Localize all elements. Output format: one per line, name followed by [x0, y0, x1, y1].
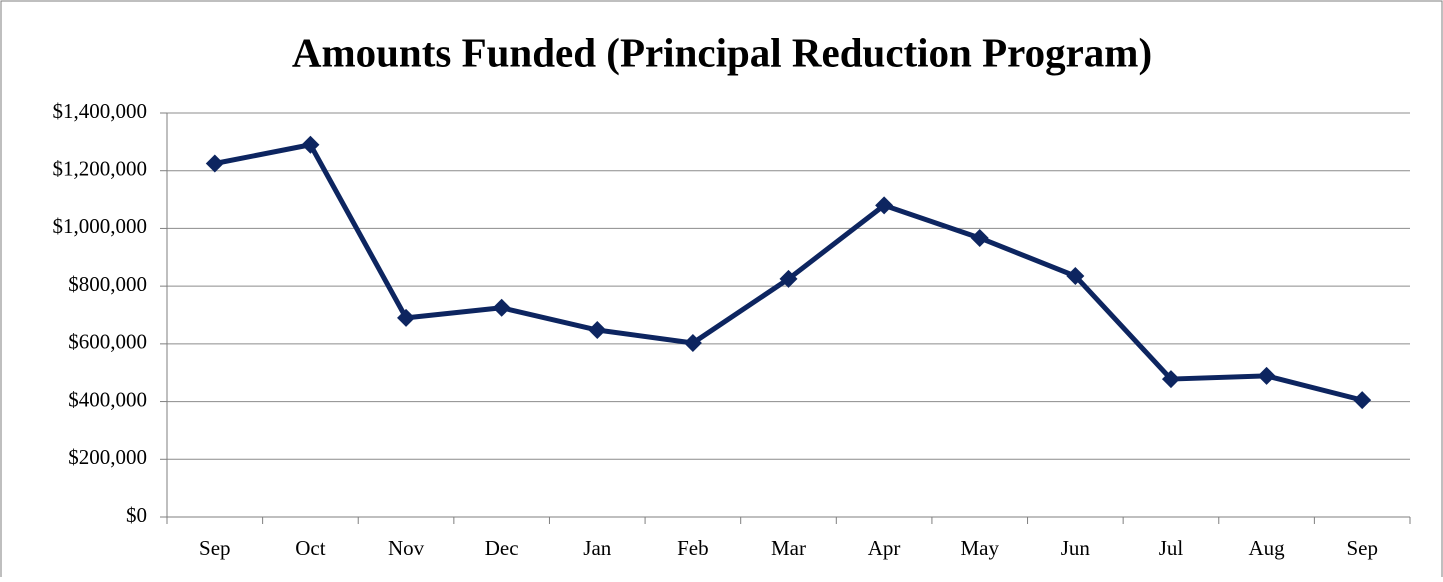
x-tick-label: Jul	[1159, 536, 1184, 560]
y-tick-label: $1,200,000	[53, 157, 148, 181]
data-point	[492, 298, 511, 317]
y-tick-label: $1,000,000	[53, 214, 148, 238]
data-point	[1066, 267, 1085, 286]
y-tick-label: $0	[126, 503, 147, 527]
data-point	[875, 196, 894, 215]
data-point	[683, 333, 702, 352]
x-tick-label: Apr	[868, 536, 901, 560]
data-point	[588, 321, 607, 340]
data-point	[1161, 370, 1180, 389]
y-tick-label: $800,000	[68, 272, 147, 296]
x-tick-label: Sep	[1346, 536, 1378, 560]
x-tick-label: Jan	[583, 536, 611, 560]
x-tick-label: Feb	[677, 536, 709, 560]
y-tick-label: $600,000	[68, 330, 147, 354]
data-point	[970, 228, 989, 247]
x-tick-label: May	[960, 536, 999, 560]
y-tick-label: $200,000	[68, 445, 147, 469]
x-tick-label: Sep	[199, 536, 231, 560]
data-point	[397, 308, 416, 327]
x-tick-label: Dec	[485, 536, 519, 560]
data-point	[779, 269, 798, 288]
data-point	[301, 135, 320, 154]
data-point	[1257, 366, 1276, 385]
data-point	[1353, 391, 1372, 410]
chart-title: Amounts Funded (Principal Reduction Prog…	[292, 29, 1152, 75]
x-tick-label: Nov	[388, 536, 425, 560]
y-tick-label: $1,400,000	[53, 99, 148, 123]
x-tick-label: Jun	[1061, 536, 1091, 560]
y-tick-label: $400,000	[68, 387, 147, 411]
x-tick-label: Oct	[295, 536, 325, 560]
x-tick-label: Aug	[1248, 536, 1285, 560]
data-point	[205, 154, 224, 173]
x-tick-label: Mar	[771, 536, 806, 560]
